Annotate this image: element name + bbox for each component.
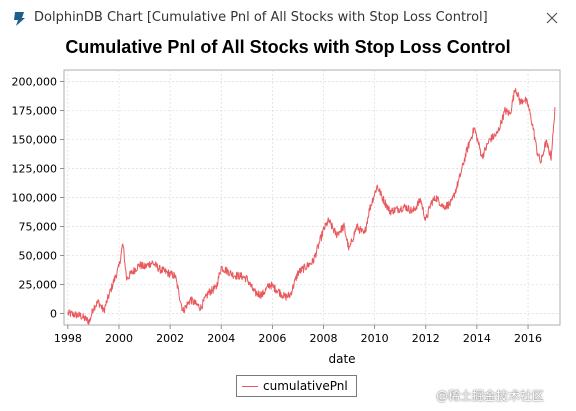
x-axis-label: date	[328, 352, 355, 366]
title-bar: DolphinDB Chart [Cumulative Pnl of All S…	[0, 0, 576, 36]
chart-title: Cumulative Pnl of All Stocks with Stop L…	[65, 37, 511, 57]
x-tick-label: 2016	[514, 332, 542, 345]
legend: cumulativePnl	[236, 375, 357, 397]
y-tick-label: 200,000	[12, 76, 58, 89]
x-tick-label: 2012	[412, 332, 440, 345]
x-tick-label: 2004	[207, 332, 235, 345]
y-tick-label: 25,000	[19, 278, 58, 291]
dolphindb-logo-icon	[14, 12, 25, 26]
y-tick-label: 100,000	[12, 192, 58, 205]
x-tick-label: 2010	[361, 332, 389, 345]
x-tick-label: 2008	[310, 332, 338, 345]
x-tick-label: 2014	[463, 332, 491, 345]
close-icon[interactable]	[544, 10, 560, 26]
watermark: @稀土掘金技术社区	[436, 389, 545, 403]
y-tick-label: 175,000	[12, 105, 58, 118]
x-tick-label: 2000	[105, 332, 133, 345]
x-tick-label: 2002	[156, 332, 184, 345]
y-tick-label: 125,000	[12, 163, 58, 176]
window-title: DolphinDB Chart [Cumulative Pnl of All S…	[34, 10, 488, 25]
x-tick-label: 2006	[258, 332, 286, 345]
series-line-cumulativepnl	[67, 88, 556, 325]
y-tick-label: 0	[50, 307, 57, 320]
x-tick-label: 1998	[54, 332, 82, 345]
y-tick-label: 50,000	[19, 249, 58, 262]
legend-swatch	[242, 385, 258, 387]
y-tick-label: 150,000	[12, 134, 58, 147]
legend-label: cumulativePnl	[263, 379, 348, 393]
y-tick-label: 75,000	[19, 220, 58, 233]
